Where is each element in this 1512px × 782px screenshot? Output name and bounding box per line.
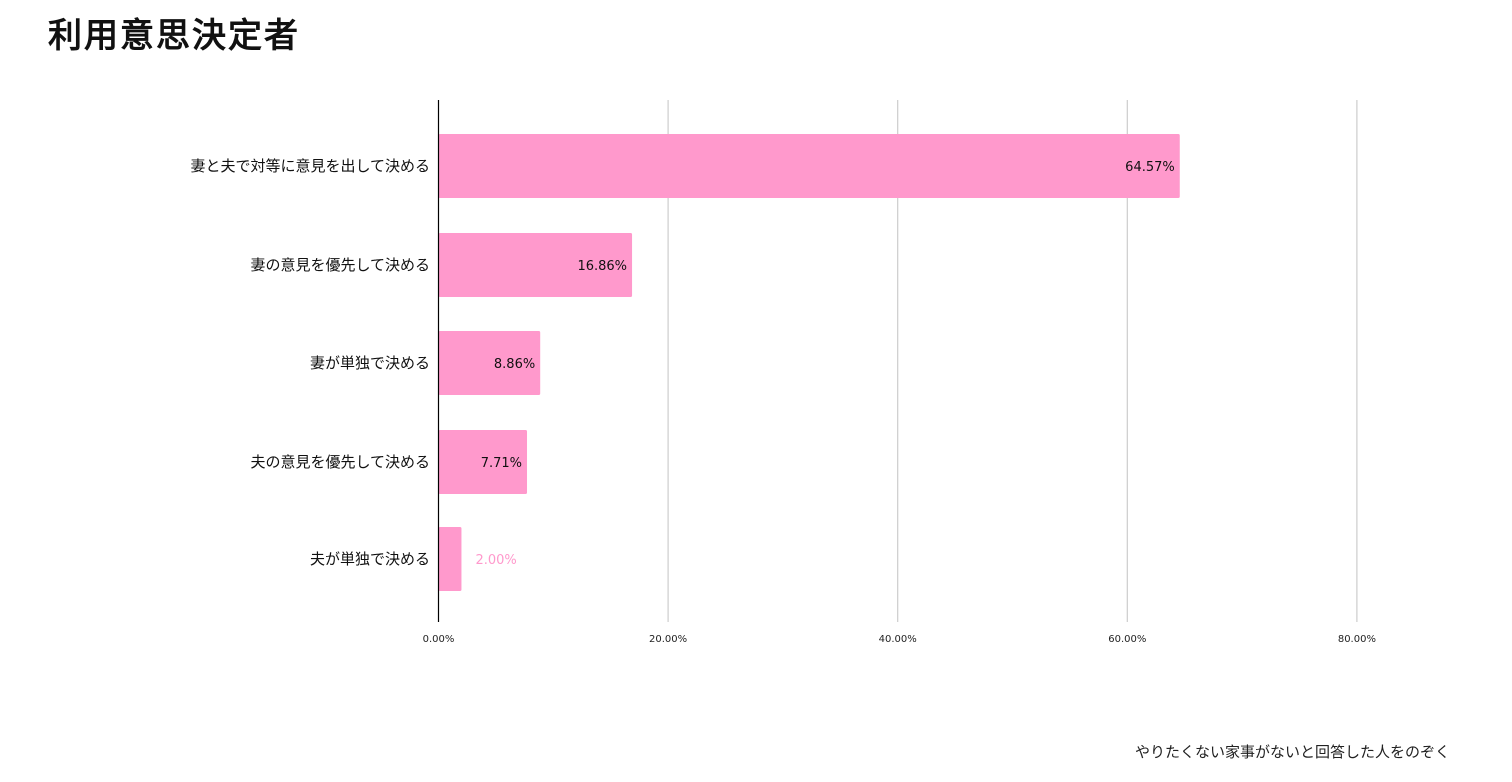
x-tick-label: 40.00%	[879, 634, 917, 645]
data-label: 2.00%	[475, 553, 516, 568]
data-label: 7.71%	[481, 456, 522, 471]
data-label: 16.86%	[577, 259, 627, 274]
bar	[438, 430, 528, 494]
category-label: 夫の意見を優先して決める	[250, 453, 430, 471]
bar	[438, 233, 633, 297]
chart-title: 利用意思決定者	[48, 16, 300, 56]
x-tick-label: 0.00%	[423, 634, 455, 645]
data-label: 64.57%	[1125, 160, 1175, 175]
x-tick-label: 60.00%	[1108, 634, 1146, 645]
x-tick-label: 80.00%	[1338, 634, 1376, 645]
bar	[438, 331, 541, 395]
bars	[438, 134, 1180, 591]
category-labels: 妻と夫で対等に意見を出して決める妻の意見を優先して決める妻が単独で決める夫の意見…	[190, 157, 430, 568]
category-label: 妻が単独で決める	[310, 354, 430, 372]
category-label: 妻と夫で対等に意見を出して決める	[190, 157, 430, 175]
data-labels: 64.57% 16.86% 8.86% 7.71% 2.00%	[475, 160, 1174, 568]
bar-chart: 妻と夫で対等に意見を出して決める妻の意見を優先して決める妻が単独で決める夫の意見…	[190, 100, 1376, 645]
data-label: 8.86%	[494, 357, 535, 372]
x-tick-label: 20.00%	[649, 634, 687, 645]
category-label: 夫が単独で決める	[310, 550, 430, 568]
bar	[438, 527, 462, 591]
x-tick-labels: 0.00% 20.00% 40.00% 60.00% 80.00%	[423, 634, 1376, 645]
footnote: やりたくない家事がないと回答した人をのぞく	[1134, 743, 1450, 761]
bar	[438, 134, 1180, 198]
category-label: 妻の意見を優先して決める	[250, 256, 430, 274]
